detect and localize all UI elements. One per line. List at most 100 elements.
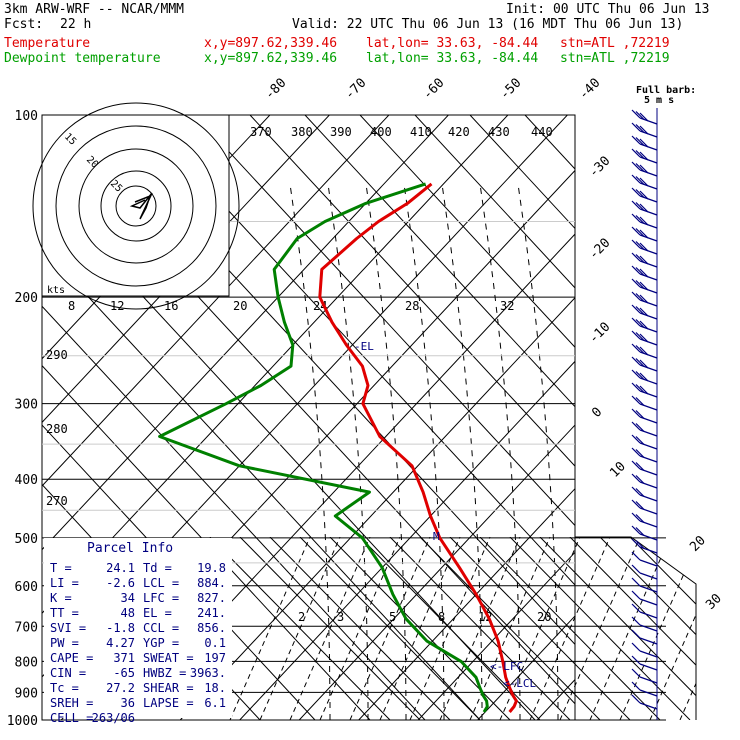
wind-barb-staff xyxy=(639,624,658,632)
wind-barb-staff xyxy=(639,143,658,151)
mixing-ratio-label: 2 xyxy=(298,610,305,624)
mixing-ratio-line xyxy=(439,537,521,720)
wind-barb-flag xyxy=(631,278,641,288)
wind-barb xyxy=(631,356,658,372)
parcel-value: 371 xyxy=(113,651,135,665)
dry-adiabat-line xyxy=(249,115,575,467)
wind-barb-flag xyxy=(631,356,641,366)
wind-barb xyxy=(631,421,658,437)
wind-barb-flag xyxy=(639,151,649,161)
wind-barb-flag xyxy=(635,319,645,328)
wind-barb-flag xyxy=(639,177,649,187)
wind-barb-flag xyxy=(631,265,641,275)
wind-barb-flag xyxy=(631,135,641,145)
parcel-row: SVI = -1.8 CCL = 856. xyxy=(50,621,226,635)
mixing-ratio-line xyxy=(499,537,581,720)
wind-barb-flag xyxy=(631,434,641,444)
pressure-tick-label: 400 xyxy=(15,473,38,488)
parcel-label-2: LAPSE = xyxy=(143,696,194,710)
wind-barb-flag xyxy=(631,239,641,249)
theta-label: 430 xyxy=(488,125,510,139)
wind-barb-flag xyxy=(631,382,641,392)
wind-barb xyxy=(631,590,658,606)
wind-barb-flag xyxy=(639,112,649,122)
isotherm-label: 30 xyxy=(703,591,725,613)
wind-barb xyxy=(631,252,658,268)
wind-barb-flag xyxy=(631,252,641,262)
hodograph-trace xyxy=(129,192,153,220)
theta-label: 410 xyxy=(410,125,432,139)
parcel-value-2: 18. xyxy=(204,681,226,695)
wind-barb-flag xyxy=(631,148,641,158)
isotach-label: 12 xyxy=(110,299,124,313)
pressure-tick-label: 200 xyxy=(15,291,38,306)
wind-barb-staff xyxy=(639,221,658,229)
theta-label: 420 xyxy=(448,125,470,139)
wind-barb-staff xyxy=(639,286,658,294)
isotherm-line xyxy=(417,551,575,720)
wind-barb-staff xyxy=(639,208,658,216)
annotations: -EL M <-LFC <-LCL xyxy=(354,340,536,690)
wind-barb-flag xyxy=(635,293,645,302)
wind-barb-staff xyxy=(639,273,658,281)
wind-barb-flag xyxy=(635,241,645,250)
wind-barb-flag xyxy=(635,397,645,406)
parcel-value-2: 856. xyxy=(197,621,226,635)
wind-barb-flag xyxy=(635,280,645,289)
parcel-value-2: 241. xyxy=(197,606,226,620)
wind-barb-staff xyxy=(639,195,658,203)
parcel-label-2: CCL = xyxy=(143,621,179,635)
wind-barb-flag xyxy=(635,488,645,497)
wind-barb-flag xyxy=(631,616,641,626)
parcel-row: PW = 4.27 YGP = 0.1 xyxy=(50,636,226,650)
theta-e-label: 290 xyxy=(46,348,68,362)
isotherm-line xyxy=(42,115,330,424)
isotherm-label: -10 xyxy=(586,320,613,347)
wind-barb-flag xyxy=(631,460,641,470)
wind-barb-flag xyxy=(635,462,645,471)
wind-barb xyxy=(631,655,658,671)
wind-barb xyxy=(631,434,658,450)
parcel-row: SREH = 36 LAPSE = 6.1 xyxy=(50,696,226,710)
wind-barb-flag xyxy=(631,538,641,548)
mixing-ratio-label: 5 xyxy=(389,610,396,624)
pressure-tick-label: 700 xyxy=(15,620,38,635)
parcel-label-2: EL = xyxy=(143,606,172,620)
mixing-ratio-line xyxy=(349,537,431,720)
moist-adiabat-line xyxy=(289,183,331,720)
wind-barb-staff xyxy=(639,156,658,164)
mixing-ratio-label: 8 xyxy=(438,610,445,624)
theta-e-label: 280 xyxy=(46,422,68,436)
wind-barb-staff xyxy=(639,520,658,528)
wind-barb-flag xyxy=(635,410,645,419)
parcel-row: TT = 48 EL = 241. xyxy=(50,606,226,620)
grid-moist-adiabats xyxy=(289,183,559,720)
parcel-info-table: T = 24.1 Td = 19.8 LI = -2.6 LCL = 884. K = 34 LFC… xyxy=(50,561,226,725)
annotation-lfc: <-LFC xyxy=(490,660,523,673)
parcel-value-2: 827. xyxy=(197,591,226,605)
wind-barb-flag xyxy=(631,395,641,405)
dry-adiabat-line xyxy=(42,364,371,720)
wind-barb-flag xyxy=(635,423,645,432)
dewpoint-legend: Dewpoint temperature xyxy=(4,51,161,66)
wind-barb-flag xyxy=(631,200,641,210)
isotherm-line xyxy=(179,297,575,720)
wind-barb-flag xyxy=(639,125,649,135)
isotherm-label: 10 xyxy=(607,459,629,481)
wind-barb xyxy=(631,642,658,658)
wind-barb-flag xyxy=(631,213,641,223)
parcel-info-title: Parcel Info xyxy=(87,541,173,556)
hodograph-units: kts xyxy=(47,285,65,296)
wind-barb-flag xyxy=(639,333,649,343)
wind-barb-flag xyxy=(635,449,645,458)
mixing-ratio-line xyxy=(319,537,401,720)
wind-barb-staff xyxy=(639,312,658,320)
wind-barb xyxy=(631,317,658,333)
wind-barb-flag xyxy=(639,385,649,395)
annotation-m: M xyxy=(433,530,440,543)
wind-barb-flag xyxy=(631,590,641,600)
parcel-value: -65 xyxy=(113,666,135,680)
wind-barb xyxy=(631,460,658,476)
wind-barb-staff xyxy=(639,325,658,333)
isotherm-label: 20 xyxy=(687,533,709,555)
